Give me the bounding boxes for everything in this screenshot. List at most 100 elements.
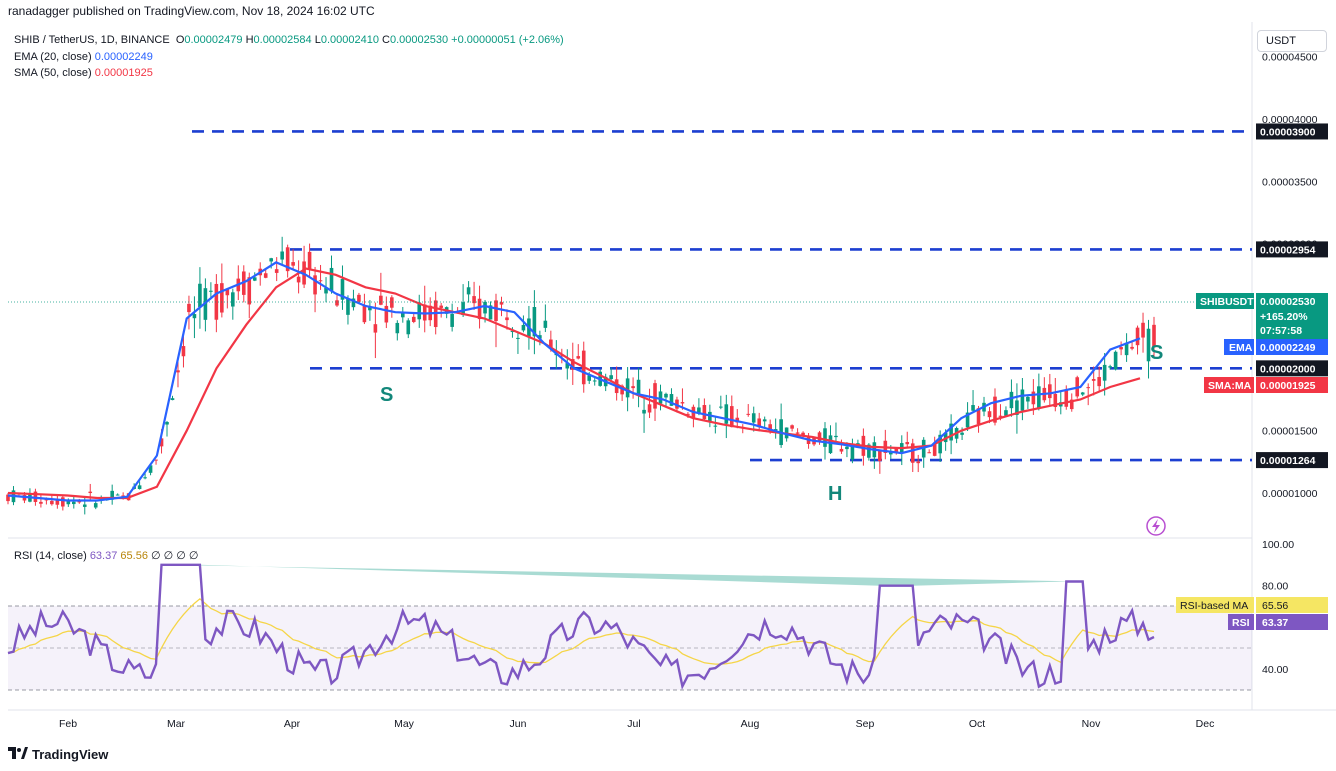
candle-body [927, 452, 931, 454]
candle-body [834, 435, 838, 438]
candle-body [762, 419, 767, 422]
candle-body [61, 497, 65, 507]
candle-body [411, 316, 416, 322]
candle-body [154, 459, 158, 461]
legend-row-sma[interactable]: SMA (50, close) 0.00001925 [14, 65, 564, 82]
level-tag-label: 0.00002954 [1260, 244, 1316, 256]
candle-body [170, 398, 175, 401]
rsi-ma-tag-label: RSI-based MA [1180, 600, 1248, 612]
candle-body [143, 477, 147, 479]
ema-tag-value: 0.00002249 [1260, 342, 1316, 354]
candle-body [225, 289, 230, 296]
candle-body [252, 277, 257, 281]
candle-body [971, 405, 975, 411]
candle-body [483, 301, 487, 314]
candle-body [165, 422, 169, 425]
candle-body [1031, 391, 1036, 405]
candle-body [625, 378, 630, 398]
candle-body [285, 247, 290, 272]
rsi-ma-tag-value: 65.56 [1262, 600, 1288, 612]
last-price-change: +165.20% [1260, 311, 1308, 323]
candle-body [176, 370, 180, 373]
candle-body [938, 434, 942, 454]
candle-body [1064, 389, 1069, 407]
candle-body [159, 438, 164, 447]
candle-body [368, 307, 372, 311]
time-tick-label: Dec [1196, 718, 1215, 730]
rsi-tag-value: 63.37 [1262, 617, 1288, 629]
close-label: C [382, 34, 390, 46]
rsi-overbought-fill [161, 564, 1083, 586]
candle-body [916, 461, 921, 464]
candle-body [905, 442, 910, 445]
legend-row-symbol: SHIB / TetherUS, 1D, BINANCE O0.00002479… [14, 32, 564, 49]
candle-body [318, 280, 323, 282]
sma-tag: SMA:MA 0.00001925 [1204, 377, 1328, 393]
candle-body [1069, 399, 1074, 410]
candle-body [729, 406, 734, 428]
candle-body [499, 302, 504, 305]
candle-body [280, 251, 284, 260]
candle-body [1020, 389, 1025, 411]
candle-body [400, 312, 405, 318]
candle-body [653, 383, 657, 409]
publisher-line: ranadagger published on TradingView.com,… [8, 4, 375, 18]
last-price-box [1256, 293, 1328, 339]
candle-body [620, 385, 624, 395]
candle-body [181, 346, 186, 357]
rsi-tick-label: 40.00 [1262, 664, 1288, 676]
candle-body [121, 495, 125, 497]
candle-body [697, 407, 701, 413]
candle-body [751, 413, 756, 423]
candle-body [817, 432, 822, 441]
ema-line [7, 261, 1141, 502]
low-label: L [314, 34, 321, 46]
candle-body [55, 500, 60, 505]
candle-body [1097, 377, 1101, 387]
rsi-ma-value: 65.56 [120, 550, 148, 562]
candle-body [187, 303, 191, 313]
level-tag-label: 0.00001264 [1260, 455, 1316, 467]
candle-body [1048, 384, 1052, 399]
price-axis: 0.000045000.000040000.000035000.00003000… [1262, 52, 1318, 500]
candle-body [538, 335, 542, 339]
candle-body [1037, 386, 1041, 409]
candle-body [357, 294, 361, 302]
legend-row-ema[interactable]: EMA (20, close) 0.00002249 [14, 49, 564, 66]
candle-body [1009, 391, 1014, 409]
pattern-label: S [380, 384, 393, 406]
candle-body [395, 322, 400, 334]
sma-label: SMA (50, close) [14, 67, 92, 79]
time-axis: Feb Mar Apr May Jun Jul Aug Sep Oct Nov Dec [59, 718, 1214, 730]
candle-body [50, 500, 54, 505]
symbol-title[interactable]: SHIB / TetherUS, 1D, BINANCE [14, 34, 170, 46]
rsi-ma-tag-label-bg [1176, 597, 1254, 613]
sma-line [7, 267, 1141, 500]
currency-button[interactable]: USDT [1257, 30, 1327, 52]
level-tag-label: 0.00002000 [1260, 363, 1316, 375]
candle-body [1124, 342, 1129, 356]
time-tick-label: Apr [284, 718, 301, 730]
open-value: 0.00002479 [184, 34, 243, 46]
candle-body [795, 432, 800, 434]
candle-body [1015, 400, 1019, 415]
candle-body [71, 501, 76, 505]
candle-body [560, 355, 564, 357]
pattern-annotations: S H S [380, 342, 1163, 505]
candle-body [647, 404, 652, 413]
candle-body [192, 314, 197, 319]
candle-body [850, 446, 855, 460]
lightning-icon[interactable] [1146, 516, 1166, 536]
candle-body [878, 450, 882, 461]
candle-body [867, 444, 871, 458]
tradingview-logo[interactable]: TradingView [8, 747, 108, 762]
horizontal-levels: 0.00003900 0.00002954 0.00002000 0.00001264 [192, 123, 1328, 469]
rsi-legend[interactable]: RSI (14, close) 63.37 65.56 ∅ ∅ ∅ ∅ [14, 549, 199, 562]
candle-body [66, 501, 71, 505]
rsi-line [7, 563, 1155, 690]
candle-body [570, 359, 575, 370]
sma-value: 0.00001925 [94, 67, 153, 79]
rsi-label: RSI (14, close) [14, 550, 87, 562]
candle-body [39, 501, 43, 504]
